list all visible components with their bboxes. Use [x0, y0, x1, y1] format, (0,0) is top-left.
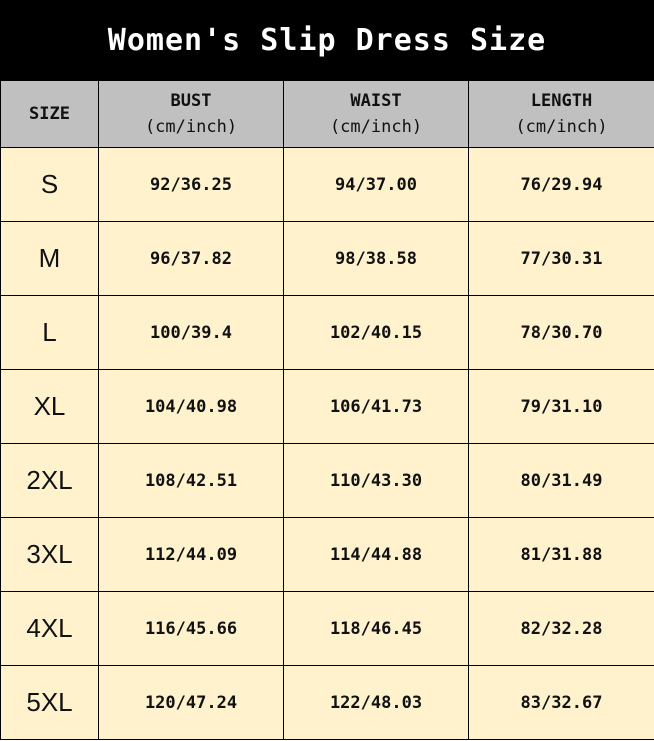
cell-length: 82/32.28: [468, 591, 654, 666]
cell-size: L: [0, 295, 99, 370]
cell-length: 78/30.70: [468, 295, 654, 370]
cell-waist: 114/44.88: [283, 517, 469, 592]
cell-waist: 98/38.58: [283, 221, 469, 296]
table-row: 5XL 120/47.24 122/48.03 83/32.67: [0, 665, 654, 740]
header-length: LENGTH (cm/inch): [468, 80, 654, 148]
cell-waist: 94/37.00: [283, 147, 469, 222]
header-bust: BUST (cm/inch): [98, 80, 284, 148]
cell-bust: 116/45.66: [98, 591, 284, 666]
chart-title: Women's Slip Dress Size: [0, 0, 654, 80]
cell-length: 77/30.31: [468, 221, 654, 296]
cell-waist: 106/41.73: [283, 369, 469, 444]
table-row: 3XL 112/44.09 114/44.88 81/31.88: [0, 517, 654, 592]
cell-size: 4XL: [0, 591, 99, 666]
cell-bust: 100/39.4: [98, 295, 284, 370]
cell-waist: 110/43.30: [283, 443, 469, 518]
cell-size: S: [0, 147, 99, 222]
cell-size: 2XL: [0, 443, 99, 518]
cell-bust: 112/44.09: [98, 517, 284, 592]
cell-bust: 92/36.25: [98, 147, 284, 222]
cell-length: 79/31.10: [468, 369, 654, 444]
header-row: SIZE BUST (cm/inch) WAIST (cm/inch) LENGTH…: [0, 80, 654, 148]
cell-bust: 108/42.51: [98, 443, 284, 518]
cell-size: XL: [0, 369, 99, 444]
cell-waist: 102/40.15: [283, 295, 469, 370]
cell-bust: 96/37.82: [98, 221, 284, 296]
cell-bust: 104/40.98: [98, 369, 284, 444]
cell-length: 76/29.94: [468, 147, 654, 222]
table-row: S 92/36.25 94/37.00 76/29.94: [0, 147, 654, 222]
cell-size: 5XL: [0, 665, 99, 740]
cell-size: M: [0, 221, 99, 296]
cell-waist: 118/46.45: [283, 591, 469, 666]
table-row: L 100/39.4 102/40.15 78/30.70: [0, 295, 654, 370]
size-table: SIZE BUST (cm/inch) WAIST (cm/inch) LENGTH…: [0, 80, 654, 740]
cell-size: 3XL: [0, 517, 99, 592]
header-waist: WAIST (cm/inch): [283, 80, 469, 148]
table-row: 2XL 108/42.51 110/43.30 80/31.49: [0, 443, 654, 518]
header-size: SIZE: [0, 80, 99, 148]
cell-length: 83/32.67: [468, 665, 654, 740]
cell-length: 80/31.49: [468, 443, 654, 518]
table-row: 4XL 116/45.66 118/46.45 82/32.28: [0, 591, 654, 666]
table-row: M 96/37.82 98/38.58 77/30.31: [0, 221, 654, 296]
cell-waist: 122/48.03: [283, 665, 469, 740]
table-row: XL 104/40.98 106/41.73 79/31.10: [0, 369, 654, 444]
cell-bust: 120/47.24: [98, 665, 284, 740]
cell-length: 81/31.88: [468, 517, 654, 592]
